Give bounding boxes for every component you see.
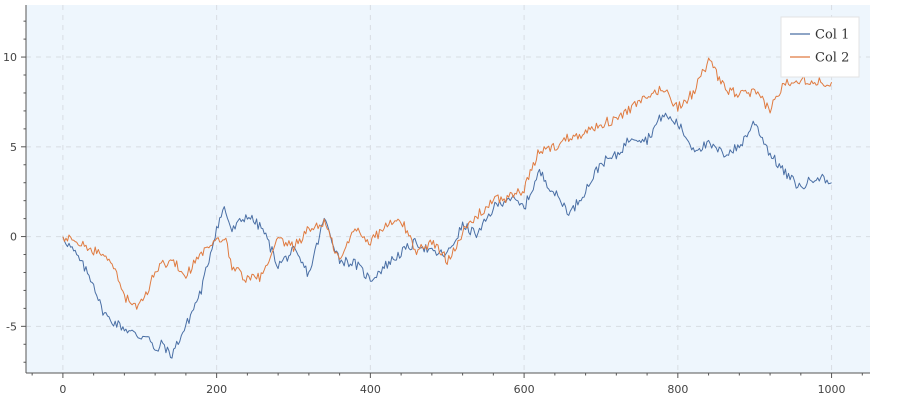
legend-box xyxy=(780,16,860,78)
x-tick-label: 400 xyxy=(360,383,381,396)
series-group xyxy=(62,57,833,359)
x-tick-label: 0 xyxy=(59,383,66,396)
legend: Col 1 Col 2 xyxy=(780,16,860,78)
axis-ticks xyxy=(21,20,863,378)
y-tick-label: 5 xyxy=(10,141,17,154)
legend-label-col-1: Col 1 xyxy=(815,28,849,43)
grid-lines xyxy=(26,5,870,373)
series-line-col-1 xyxy=(62,112,832,359)
y-tick-label: 10 xyxy=(3,51,17,64)
y-tick-label: 0 xyxy=(10,231,17,244)
x-tick-label: 200 xyxy=(206,383,227,396)
plot-area xyxy=(26,5,870,373)
x-tick-label: 1000 xyxy=(818,383,846,396)
tick-labels: 0 200 400 600 800 1000 -5 0 5 10 xyxy=(3,51,846,396)
legend-label-col-2: Col 2 xyxy=(815,51,849,66)
x-tick-label: 600 xyxy=(514,383,535,396)
series-line-col-2 xyxy=(62,57,833,310)
y-tick-label: -5 xyxy=(6,320,17,333)
x-tick-label: 800 xyxy=(667,383,688,396)
